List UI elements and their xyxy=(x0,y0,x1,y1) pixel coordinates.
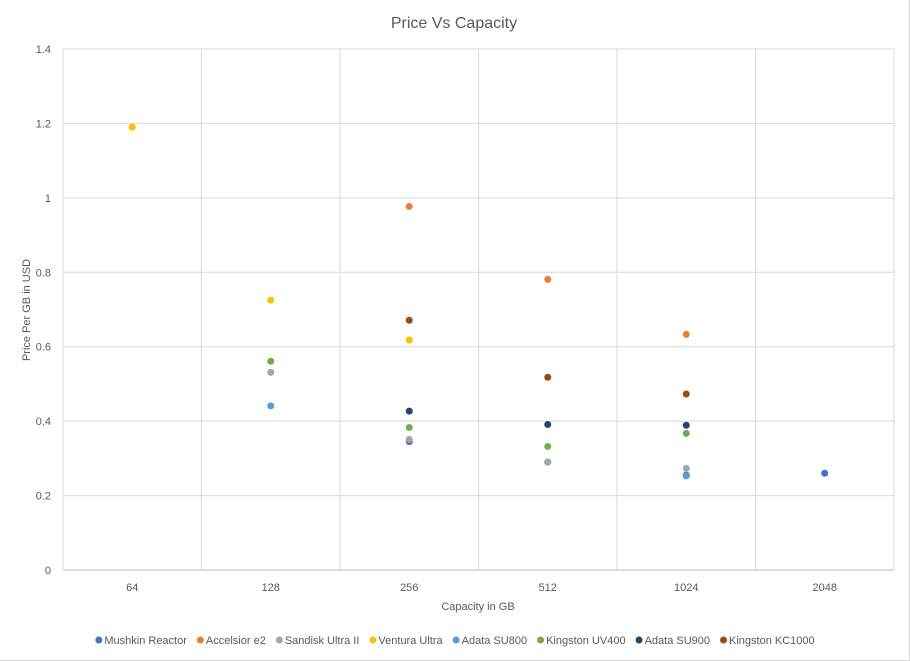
legend-item: Sandisk Ultra II xyxy=(275,635,360,647)
legend-marker xyxy=(95,636,103,644)
data-point xyxy=(682,472,690,480)
x-tick-label: 2048 xyxy=(813,582,837,594)
legend-item: Accelsior e2 xyxy=(196,635,266,647)
data-points xyxy=(128,123,829,480)
y-axis-title: Price Per GB in USD xyxy=(21,259,33,361)
data-point xyxy=(544,373,552,381)
data-point xyxy=(405,316,413,324)
grid-lines xyxy=(62,48,895,571)
legend-marker xyxy=(452,636,460,644)
legend-marker xyxy=(635,636,643,644)
y-tick-label: 0 xyxy=(45,565,51,577)
legend-marker xyxy=(369,636,377,644)
legend-item: Kingston UV400 xyxy=(537,635,626,647)
legend-item: Ventura Ultra xyxy=(369,635,444,647)
x-axis-title: Capacity in GB xyxy=(441,601,514,613)
y-tick-label: 0.2 xyxy=(36,491,51,503)
x-tick-label: 512 xyxy=(539,582,557,594)
legend-item: Adata SU900 xyxy=(635,635,710,647)
legend-item: Kingston KC1000 xyxy=(720,635,815,647)
legend-marker xyxy=(275,636,283,644)
legend-label: Kingston UV400 xyxy=(546,635,626,647)
y-tick-label: 1.4 xyxy=(36,44,51,56)
y-tick-label: 0.6 xyxy=(36,342,51,354)
chart-title: Price Vs Capacity xyxy=(391,15,517,32)
data-point xyxy=(267,357,275,365)
data-point xyxy=(821,469,829,477)
legend-marker xyxy=(196,636,204,644)
data-point xyxy=(682,429,690,437)
y-tick-label: 1 xyxy=(45,193,51,205)
data-point xyxy=(128,123,136,131)
data-point xyxy=(267,296,275,304)
data-point xyxy=(544,442,552,450)
legend-item: Mushkin Reactor xyxy=(95,635,187,647)
x-tick-label: 128 xyxy=(262,582,280,594)
data-point xyxy=(405,435,413,443)
data-point xyxy=(405,336,413,344)
data-point xyxy=(682,390,690,398)
legend-label: Kingston KC1000 xyxy=(729,635,815,647)
data-point xyxy=(405,202,413,210)
data-point xyxy=(405,407,413,415)
data-point xyxy=(267,402,275,410)
y-tick-label: 1.2 xyxy=(36,118,51,130)
legend: Mushkin Reactor Accelsior e2 Sandisk Ultra… xyxy=(95,635,815,647)
legend-marker xyxy=(720,636,728,644)
data-point xyxy=(682,330,690,338)
legend-label: Sandisk Ultra II xyxy=(285,635,360,647)
data-point xyxy=(405,423,413,431)
y-tick-label: 0.4 xyxy=(36,416,51,428)
data-point xyxy=(544,458,552,466)
legend-label: Mushkin Reactor xyxy=(104,635,187,647)
data-point xyxy=(267,368,275,376)
legend-label: Adata SU900 xyxy=(645,635,710,647)
data-point xyxy=(682,464,690,472)
x-tick-label: 64 xyxy=(126,582,138,594)
data-point xyxy=(682,421,690,429)
legend-label: Ventura Ultra xyxy=(378,635,443,647)
tick-labels: 0 0.2 0.4 0.6 0.8 1 1.2 1.4 64 128 256 512 1024 2048 xyxy=(36,44,837,594)
x-tick-label: 1024 xyxy=(674,582,698,594)
legend-marker xyxy=(537,636,545,644)
y-tick-label: 0.8 xyxy=(36,267,51,279)
legend-item: Adata SU800 xyxy=(452,635,527,647)
data-point xyxy=(544,275,552,283)
data-point xyxy=(544,420,552,428)
legend-label: Accelsior e2 xyxy=(206,635,266,647)
legend-label: Adata SU800 xyxy=(462,635,527,647)
x-tick-label: 256 xyxy=(400,582,418,594)
